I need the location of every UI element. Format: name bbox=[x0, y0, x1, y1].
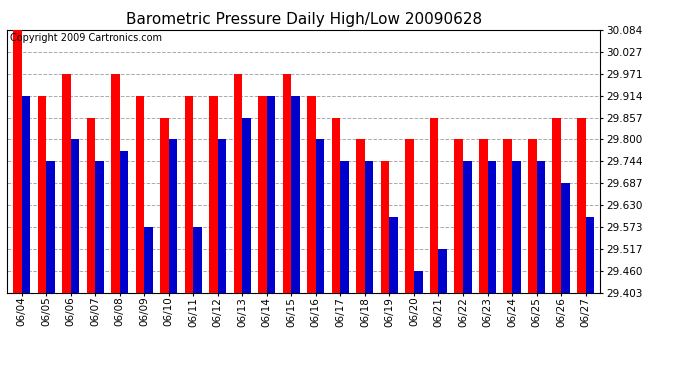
Bar bbox=[62, 74, 70, 292]
Bar bbox=[479, 140, 488, 292]
Bar bbox=[136, 96, 144, 292]
Bar bbox=[537, 161, 545, 292]
Bar bbox=[119, 151, 128, 292]
Bar bbox=[586, 217, 594, 292]
Bar bbox=[234, 74, 242, 292]
Bar bbox=[553, 117, 561, 292]
Bar bbox=[86, 117, 95, 292]
Bar bbox=[70, 140, 79, 292]
Bar bbox=[455, 140, 463, 292]
Bar bbox=[242, 117, 251, 292]
Bar bbox=[307, 96, 316, 292]
Bar bbox=[37, 96, 46, 292]
Bar bbox=[13, 30, 21, 292]
Bar bbox=[528, 140, 537, 292]
Title: Barometric Pressure Daily High/Low 20090628: Barometric Pressure Daily High/Low 20090… bbox=[126, 12, 482, 27]
Bar bbox=[316, 140, 324, 292]
Bar bbox=[111, 74, 119, 292]
Bar bbox=[405, 140, 414, 292]
Bar bbox=[340, 161, 349, 292]
Bar bbox=[381, 161, 389, 292]
Bar bbox=[291, 96, 300, 292]
Bar bbox=[414, 270, 422, 292]
Bar bbox=[218, 140, 226, 292]
Bar bbox=[504, 140, 512, 292]
Bar bbox=[389, 217, 398, 292]
Bar bbox=[463, 161, 471, 292]
Bar bbox=[512, 161, 521, 292]
Bar bbox=[267, 96, 275, 292]
Bar bbox=[144, 227, 152, 292]
Bar bbox=[283, 74, 291, 292]
Bar bbox=[46, 161, 55, 292]
Text: Copyright 2009 Cartronics.com: Copyright 2009 Cartronics.com bbox=[10, 33, 162, 43]
Bar bbox=[430, 117, 438, 292]
Bar bbox=[561, 183, 570, 292]
Bar bbox=[577, 117, 586, 292]
Bar bbox=[258, 96, 267, 292]
Bar bbox=[160, 117, 169, 292]
Bar bbox=[365, 161, 373, 292]
Bar bbox=[488, 161, 496, 292]
Bar bbox=[193, 227, 202, 292]
Bar bbox=[21, 96, 30, 292]
Bar bbox=[438, 249, 447, 292]
Bar bbox=[95, 161, 104, 292]
Bar bbox=[332, 117, 340, 292]
Bar bbox=[185, 96, 193, 292]
Bar bbox=[356, 140, 365, 292]
Bar bbox=[169, 140, 177, 292]
Bar bbox=[209, 96, 218, 292]
